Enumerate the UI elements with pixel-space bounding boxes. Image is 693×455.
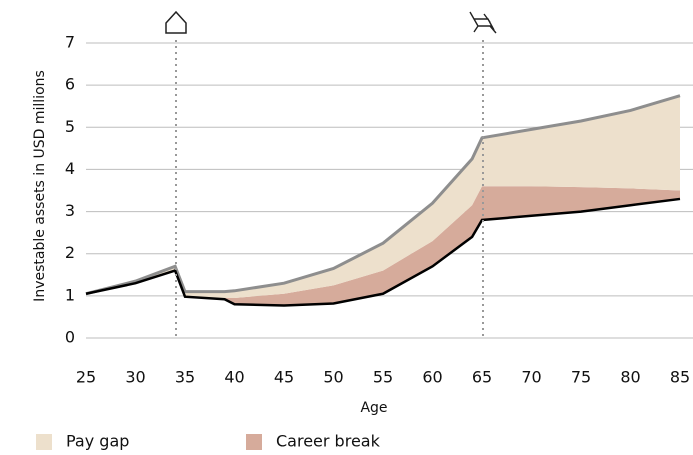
x-tick-label: 45 (274, 368, 294, 387)
x-tick-label: 70 (521, 368, 541, 387)
legend-label: Career break (276, 432, 381, 451)
y-tick-label: 6 (65, 75, 75, 94)
x-tick-label: 80 (620, 368, 640, 387)
x-axis-label: Age (360, 400, 387, 416)
x-tick-label: 40 (224, 368, 244, 387)
area (86, 186, 680, 306)
x-tick-label: 85 (670, 368, 690, 387)
legend-swatch (36, 434, 52, 450)
y-tick-label: 1 (65, 285, 75, 304)
legend-swatch (246, 434, 262, 450)
x-tick-label: 75 (571, 368, 591, 387)
y-tick-label: 7 (65, 33, 75, 52)
x-tick-label: 55 (373, 368, 393, 387)
x-tick-label: 50 (323, 368, 343, 387)
x-tick-label: 25 (76, 368, 96, 387)
baseline-line (85, 197, 681, 307)
y-tick-label: 4 (65, 159, 75, 178)
house-icon (165, 10, 187, 34)
y-tick-label: 3 (65, 201, 75, 220)
marker-lines (165, 10, 497, 338)
top-line (85, 94, 681, 296)
y-tick-label: 0 (65, 328, 75, 347)
x-tick-label: 65 (472, 368, 492, 387)
chair-icon (469, 11, 497, 34)
x-tick-label: 30 (125, 368, 145, 387)
x-tick-label: 35 (175, 368, 195, 387)
y-axis-label: Investable assets in USD millions (32, 70, 48, 302)
x-tick-label: 60 (422, 368, 442, 387)
y-tick-label: 2 (65, 243, 75, 262)
legend-label: Pay gap (66, 432, 129, 451)
y-tick-label: 5 (65, 117, 75, 136)
area (86, 95, 680, 298)
